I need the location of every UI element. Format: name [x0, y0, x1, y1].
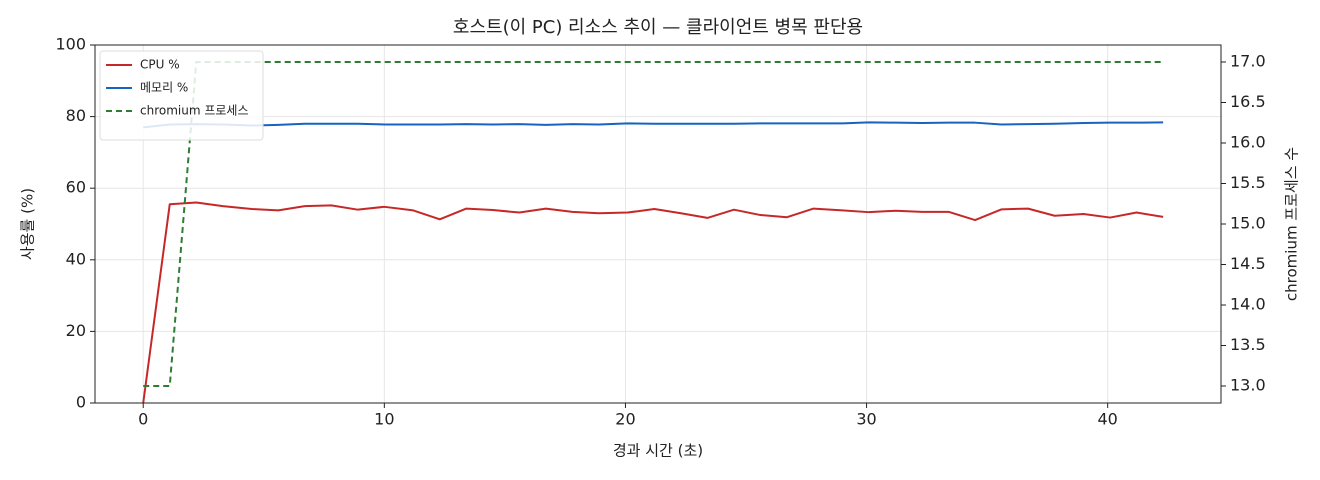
- y2-tick-label: 16.0: [1230, 133, 1266, 152]
- chart-title: 호스트(이 PC) 리소스 추이 — 클라이언트 병목 판단용: [453, 17, 863, 38]
- series-line: [143, 61, 1164, 387]
- y2-tick-label: 15.5: [1230, 173, 1266, 192]
- y2-tick-label: 14.0: [1230, 294, 1266, 313]
- x-tick-label: 20: [615, 410, 635, 429]
- legend-label: chromium 프로세스: [140, 104, 249, 118]
- y-tick-label: 20: [66, 321, 86, 340]
- legend-box: [99, 50, 264, 141]
- x-tick-label: 30: [856, 410, 876, 429]
- y2-tick-label: 14.5: [1230, 254, 1266, 273]
- x-tick-label: 0: [138, 410, 148, 429]
- y2-tick-label: 17.0: [1230, 52, 1266, 71]
- legend-label: 메모리 %: [140, 81, 188, 95]
- y2-axis-label: chromium 프로세스 수: [1283, 147, 1301, 301]
- x-axis-label: 경과 시간 (초): [613, 442, 703, 460]
- plot-frame: [94, 44, 1222, 404]
- y-axis-label: 사용률 (%): [19, 188, 37, 260]
- series-line: [142, 201, 1164, 404]
- legend-label: CPU %: [140, 58, 180, 72]
- x-tick-label: 10: [374, 410, 394, 429]
- y-tick-label: 60: [66, 178, 86, 197]
- y2-tick-label: 13.0: [1230, 375, 1266, 394]
- y-tick-label: 80: [66, 106, 86, 125]
- y2-tick-label: 13.5: [1230, 335, 1266, 354]
- legend: CPU % 메모리 % chromium 프로세스: [99, 50, 264, 141]
- y-tick-label: 100: [55, 35, 86, 54]
- y-tick-label: 40: [66, 249, 86, 268]
- y-tick-label: 0: [76, 393, 86, 412]
- series-line: [143, 121, 1164, 129]
- y2-tick-label: 16.5: [1230, 92, 1266, 111]
- y2-tick-label: 15.0: [1230, 214, 1266, 233]
- x-tick-label: 40: [1097, 410, 1117, 429]
